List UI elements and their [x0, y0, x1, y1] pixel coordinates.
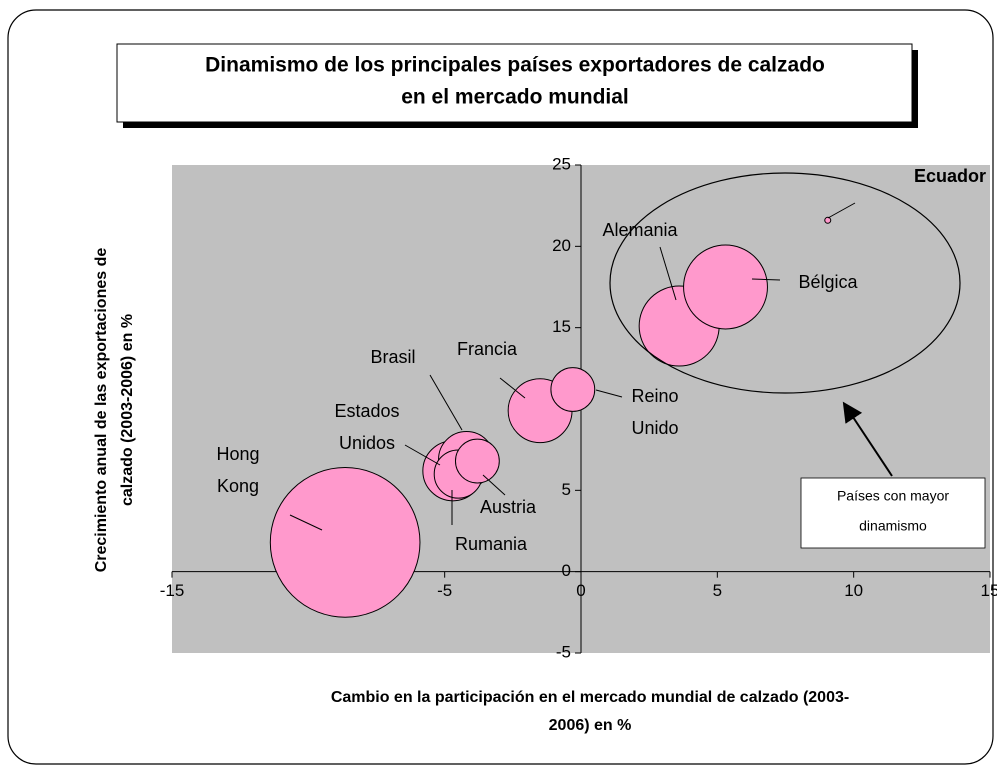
title-box [116, 43, 913, 123]
bubble [454, 438, 500, 484]
chart-title: en el mercado mundial [401, 86, 629, 109]
data-label: Brasil [370, 347, 415, 367]
x-tick-label: 10 [844, 581, 863, 600]
leader-line [595, 389, 623, 398]
x-tick-label: 5 [713, 581, 722, 600]
data-label: Rumania [455, 534, 528, 554]
data-label: Francia [457, 339, 518, 359]
leader-line [659, 246, 677, 301]
data-label: Bélgica [798, 272, 858, 292]
chart-title: Dinamismo de los principales países expo… [205, 54, 825, 77]
x-tick-label: 15 [981, 581, 997, 600]
arrow [842, 401, 893, 477]
y-tick-label: 15 [552, 317, 571, 336]
y-tick-label: 25 [552, 154, 571, 173]
y-tick-label: 5 [562, 480, 571, 499]
leader-line [482, 474, 506, 496]
data-label: Hong Kong [216, 444, 259, 496]
leader-line [404, 444, 441, 466]
leader-line [289, 514, 323, 531]
y-tick-label: 20 [552, 236, 571, 255]
bubble [550, 367, 596, 412]
bubble [824, 216, 832, 224]
data-label: Austria [480, 497, 537, 517]
leader-line [751, 278, 781, 281]
annotation: dinamismo [859, 518, 927, 534]
leader-line [429, 374, 463, 431]
annotation: Países con mayor [837, 488, 949, 504]
data-label: Alemania [602, 220, 678, 240]
data-label: Estados Unidos [334, 401, 399, 453]
bubble [269, 467, 421, 618]
bubble [683, 244, 768, 330]
leader-line [499, 377, 526, 399]
y-axis-label: Crecimiento anual de las exportaciones d… [93, 248, 110, 573]
x-axis-label: Cambio en la participación en el mercado… [331, 689, 849, 706]
data-label: Ecuador [914, 166, 986, 186]
leader-line [827, 202, 856, 219]
x-tick-label: 0 [576, 581, 585, 600]
x-axis-label: 2006) en % [549, 717, 632, 734]
highlight-ellipse [609, 172, 961, 394]
y-axis-label: calzado (2003-2006) en % [119, 314, 136, 506]
data-label: Reino Unido [631, 386, 678, 438]
y-tick-label: -5 [556, 642, 571, 661]
x-tick-label: -5 [437, 581, 452, 600]
x-tick-label: -15 [160, 581, 185, 600]
y-tick-label: 0 [562, 561, 571, 580]
annotation-box [800, 477, 986, 549]
